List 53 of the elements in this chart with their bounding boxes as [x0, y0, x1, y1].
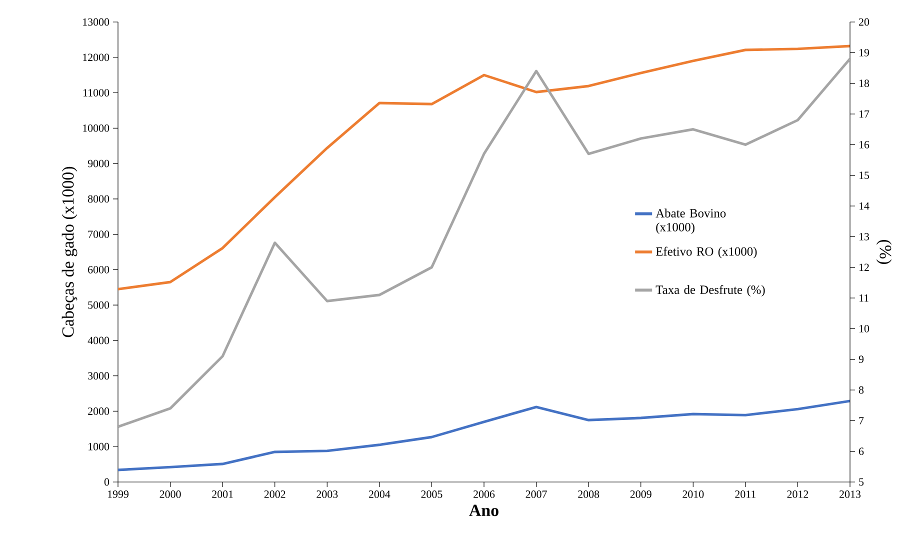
y-tick-label: 7000 — [88, 230, 110, 238]
y-tick-label: 1000 — [88, 442, 110, 450]
x-tick-label: 2000 — [160, 490, 181, 498]
legend-label: Efetivo RO (x1000) — [656, 246, 757, 258]
y2-tick-label: 9 — [858, 356, 864, 364]
y-tick-label: 9000 — [88, 160, 110, 168]
y-tick-label: 11000 — [83, 89, 110, 96]
y2-tick-label: 19 — [859, 48, 870, 56]
x-tick-label: 2003 — [316, 490, 338, 498]
x-tick-label: 2011 — [735, 490, 756, 498]
y-tick-label: 6000 — [88, 266, 110, 274]
x-tick-label: 2001 — [212, 490, 233, 498]
x-tick-label: 2012 — [787, 490, 808, 498]
x-tick-label: 2006 — [474, 490, 495, 498]
y-tick-label: 8000 — [88, 195, 110, 203]
y2-tick-label: 8 — [858, 386, 864, 394]
y-tick-label: 4000 — [88, 336, 110, 344]
x-tick-label: 2010 — [682, 490, 704, 498]
y2-tick-label: 7 — [859, 417, 864, 424]
x-tick-label: 2002 — [264, 490, 286, 498]
x-tick-label: 2004 — [368, 490, 390, 498]
y2-tick-label: 12 — [859, 264, 869, 271]
x-tick-label: 2013 — [840, 490, 861, 498]
y2-tick-label: 20 — [859, 18, 870, 26]
x-tick-label: 2008 — [578, 490, 600, 498]
y2-tick-label: 11 — [859, 294, 868, 302]
y-tick-label: 0 — [104, 478, 110, 486]
y2-tick-label: 14 — [859, 202, 870, 210]
y2-tick-label: 5 — [859, 478, 864, 486]
y-tick-label: 3000 — [88, 372, 110, 380]
y-tick-label: 5000 — [88, 301, 110, 309]
y2-tick-label: 6 — [858, 448, 864, 456]
y2-tick-label: 16 — [859, 140, 870, 148]
y2-tick-label: 17 — [859, 110, 870, 118]
legend-label: Taxa de Desfrute (%) — [656, 285, 765, 296]
y2-tick-label: 13 — [859, 232, 870, 240]
y-tick-label: 2000 — [88, 408, 110, 415]
x-tick-label: 2005 — [421, 490, 442, 498]
y2-tick-label: 15 — [859, 172, 870, 179]
x-tick-label: 1999 — [108, 490, 129, 498]
y-axis-title: Cabeças de gado (x1000) — [62, 166, 78, 338]
x-tick-label: 2007 — [526, 490, 547, 498]
y2-axis-title: (%) — [876, 240, 892, 264]
y2-tick-label: 18 — [859, 80, 870, 88]
y-tick-label: 13000 — [83, 18, 110, 26]
line-series — [118, 58, 850, 428]
x-tick-label: 2009 — [630, 490, 652, 498]
y-tick-label: 12000 — [83, 54, 110, 62]
line-series — [118, 400, 850, 472]
y2-tick-label: 10 — [859, 324, 870, 332]
legend-label: Abate Bovino (x1000) — [656, 208, 726, 234]
y-tick-label: 10000 — [83, 124, 110, 132]
x-axis-title: Ano — [469, 504, 498, 516]
